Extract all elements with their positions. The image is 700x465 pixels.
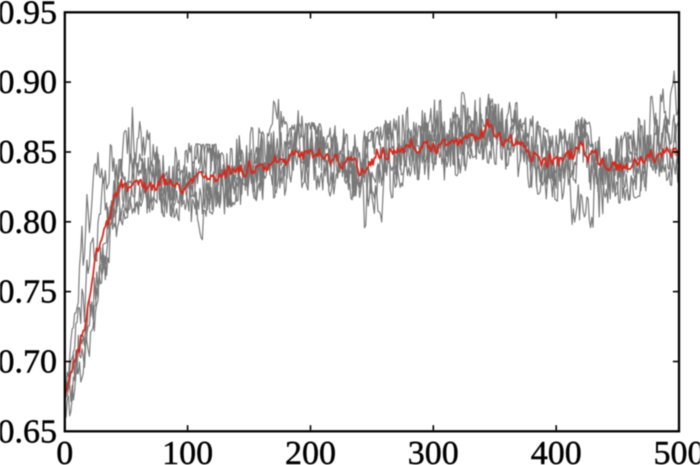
- svg-text:0.75: 0.75: [0, 274, 57, 311]
- svg-text:500: 500: [654, 435, 700, 465]
- svg-text:0.95: 0.95: [0, 0, 57, 31]
- svg-text:0.65: 0.65: [0, 413, 57, 450]
- svg-text:0.90: 0.90: [0, 64, 57, 101]
- svg-text:0.85: 0.85: [0, 134, 57, 171]
- svg-text:0.80: 0.80: [0, 204, 57, 241]
- svg-text:100: 100: [162, 435, 213, 465]
- svg-text:200: 200: [285, 435, 336, 465]
- svg-text:0: 0: [56, 435, 73, 465]
- svg-text:400: 400: [531, 435, 582, 465]
- svg-text:300: 300: [408, 435, 459, 465]
- svg-text:0.70: 0.70: [0, 344, 57, 381]
